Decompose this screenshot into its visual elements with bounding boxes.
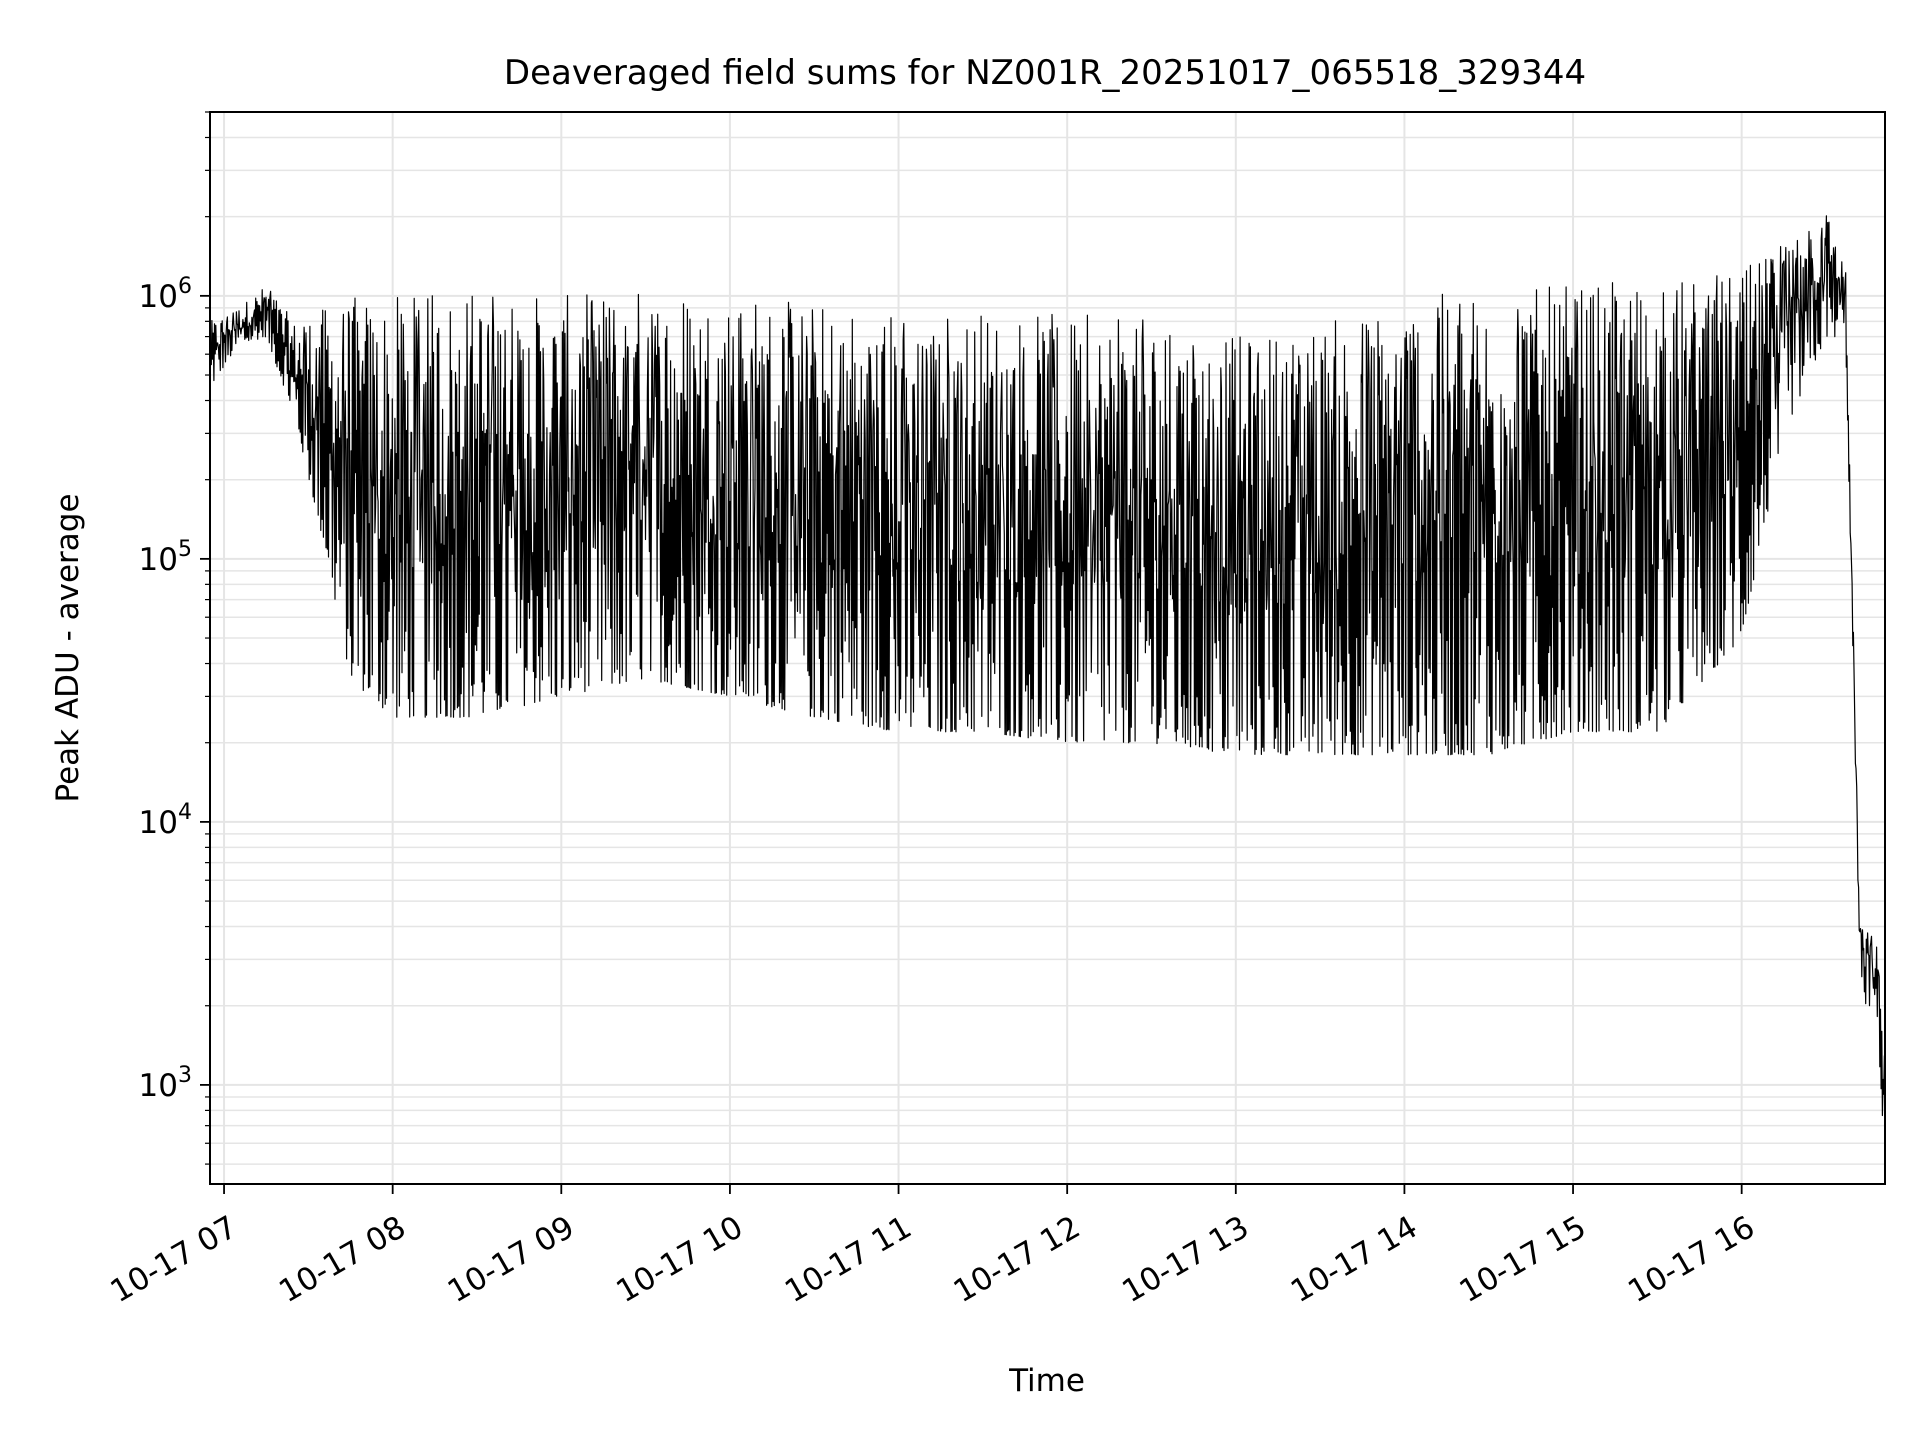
y-tick-label: 103 [139,1063,192,1104]
y-tick-label: 104 [139,800,192,841]
y-tick-label: 105 [139,537,192,578]
x-axis-label: Time [1008,1363,1085,1399]
chart-title: Deaveraged field sums for NZ001R_2025101… [504,53,1586,93]
data-series [209,215,1886,1154]
series-line [209,215,1886,1154]
plot-frame [209,111,1886,1185]
y-axis-label: Peak ADU - average [50,493,86,802]
y-tick-label: 106 [139,274,192,315]
